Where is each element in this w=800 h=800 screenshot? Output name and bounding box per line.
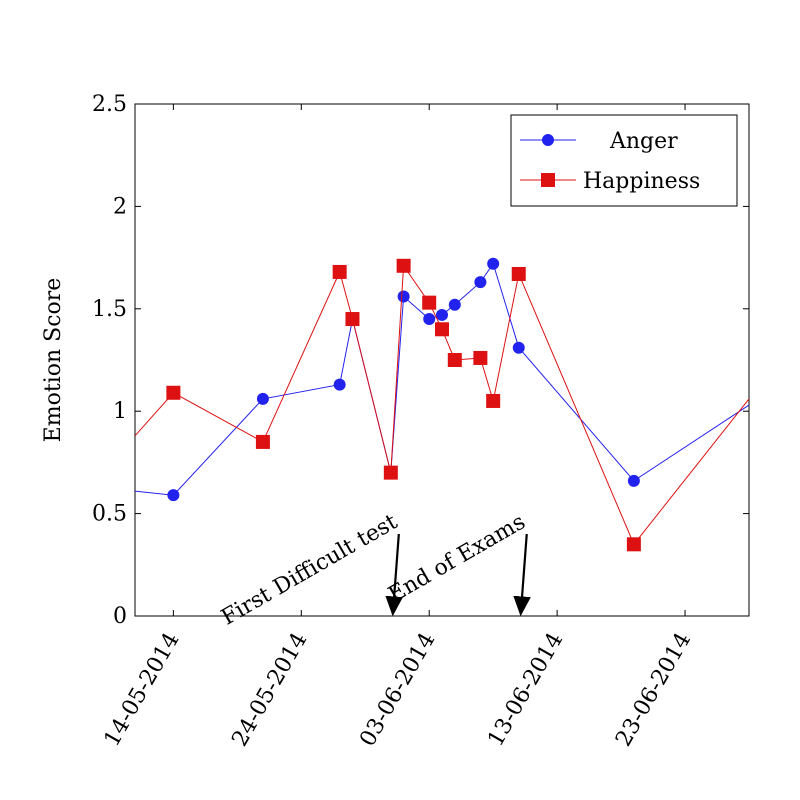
x-tick-label: 23-06-2014	[611, 629, 696, 751]
data-point	[627, 474, 640, 487]
data-point	[447, 353, 462, 367]
y-tick-label: 0	[113, 604, 127, 629]
data-point	[435, 322, 449, 337]
annotation-arrow	[385, 533, 403, 617]
legend: Anger Happiness	[510, 114, 738, 207]
x-tick-label: 24-05-2014	[227, 629, 312, 751]
legend-anger-label: Anger	[609, 129, 678, 154]
annotation-label: End of Exams	[384, 510, 529, 608]
x-tick-label: 14-05-2014	[99, 629, 184, 751]
data-point	[474, 276, 487, 289]
data-point	[486, 393, 501, 408]
data-point	[448, 298, 461, 311]
data-point	[333, 378, 346, 391]
y-tick-label: 2	[113, 194, 127, 219]
y-tick-label: 0.5	[92, 502, 127, 527]
x-tick-label: 03-06-2014	[355, 629, 440, 751]
data-point	[332, 264, 347, 279]
series-anger	[134, 257, 750, 502]
annotation-arrow	[513, 533, 531, 617]
annotation-label: First Difficult test	[217, 509, 402, 630]
data-point	[166, 385, 181, 400]
data-point	[436, 308, 448, 321]
y-tick-label: 1	[113, 399, 127, 424]
data-point	[345, 312, 360, 327]
data-point	[422, 295, 437, 310]
series-happiness	[134, 258, 750, 552]
series-layer	[134, 257, 750, 552]
data-point	[383, 465, 398, 480]
data-point	[397, 290, 410, 303]
series-line	[134, 262, 750, 496]
data-point	[256, 392, 269, 405]
y-tick-label: 2.5	[92, 92, 127, 117]
series-line	[134, 264, 750, 546]
data-point	[511, 266, 526, 281]
y-tick-label: 1.5	[92, 297, 127, 322]
data-point	[423, 313, 436, 326]
data-point	[255, 434, 270, 449]
data-point	[512, 341, 525, 354]
legend-box	[510, 114, 738, 207]
legend-happiness-label: Happiness	[583, 169, 700, 194]
data-point	[167, 489, 180, 502]
x-tick-label: 13-06-2014	[483, 629, 568, 751]
plot-area	[134, 103, 750, 617]
data-point	[396, 258, 411, 273]
legend-happiness-marker	[541, 173, 555, 187]
data-point	[626, 537, 641, 552]
data-point	[473, 350, 488, 365]
legend-anger-marker	[542, 134, 554, 146]
y-axis-label: Emotion Score	[41, 278, 66, 443]
data-point	[487, 257, 500, 270]
